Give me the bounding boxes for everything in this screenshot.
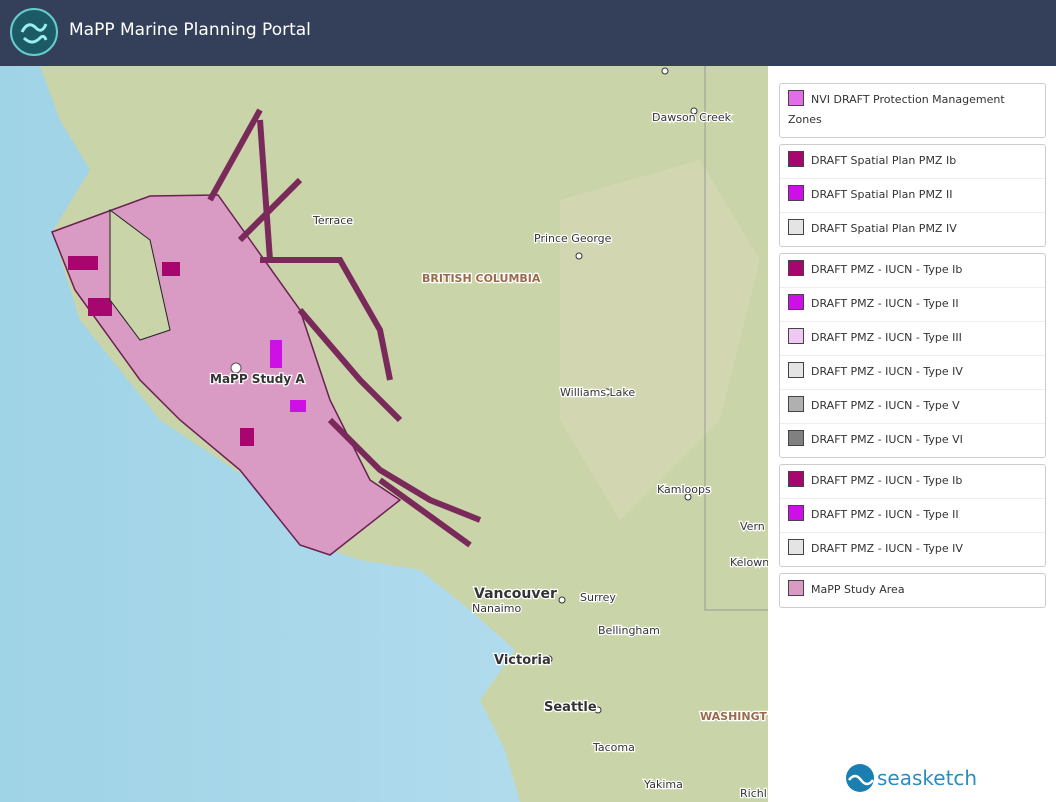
legend: NVI DRAFT Protection Management Zones DRA… [779, 83, 1046, 614]
legend-item[interactable]: DRAFT Spatial Plan PMZ Ib [780, 145, 1045, 178]
legend-label: DRAFT PMZ - IUCN - Type IV [811, 542, 963, 555]
map-label: Kelown [730, 556, 768, 569]
legend-swatch [788, 151, 804, 167]
logo[interactable] [10, 8, 60, 58]
legend-group: NVI DRAFT Protection Management Zones [779, 83, 1046, 138]
map[interactable]: Dawson Creek Terrace Prince George BRITI… [0, 66, 768, 802]
legend-item[interactable]: DRAFT PMZ - IUCN - Type VI [780, 423, 1045, 457]
legend-item[interactable]: DRAFT PMZ - IUCN - Type Ib [780, 465, 1045, 498]
legend-swatch [788, 219, 804, 235]
legend-label: DRAFT PMZ - IUCN - Type IV [811, 365, 963, 378]
legend-label: NVI DRAFT Protection Management Zones [788, 93, 1005, 126]
header: MaPP Marine Planning Portal [0, 0, 1056, 66]
map-label: Yakima [643, 778, 683, 791]
legend-item[interactable]: DRAFT PMZ - IUCN - Type III [780, 321, 1045, 355]
map-label: Dawson Creek [652, 111, 732, 124]
legend-item[interactable]: DRAFT PMZ - IUCN - Type IV [780, 532, 1045, 566]
map-label: Vern [740, 520, 765, 533]
map-label: Prince George [534, 232, 612, 245]
map-label: Kamloops [657, 483, 711, 496]
map-label: Victoria [494, 653, 551, 668]
legend-item[interactable]: DRAFT PMZ - IUCN - Type V [780, 389, 1045, 423]
legend-swatch [788, 580, 804, 596]
legend-group: DRAFT PMZ - IUCN - Type Ib DRAFT PMZ - IU… [779, 464, 1046, 567]
legend-item[interactable]: DRAFT PMZ - IUCN - Type IV [780, 355, 1045, 389]
legend-label: DRAFT PMZ - IUCN - Type VI [811, 433, 963, 446]
legend-swatch [788, 505, 804, 521]
legend-swatch [788, 185, 804, 201]
legend-item[interactable]: MaPP Study Area [780, 574, 1045, 607]
legend-item[interactable]: DRAFT Spatial Plan PMZ IV [780, 212, 1045, 246]
legend-label: MaPP Study Area [811, 583, 905, 596]
legend-label: DRAFT PMZ - IUCN - Type Ib [811, 474, 963, 487]
legend-label: DRAFT PMZ - IUCN - Type III [811, 331, 962, 344]
map-label: Seattle [544, 700, 597, 715]
legend-item[interactable]: DRAFT PMZ - IUCN - Type II [780, 498, 1045, 532]
legend-swatch [788, 328, 804, 344]
legend-item[interactable]: DRAFT PMZ - IUCN - Type II [780, 287, 1045, 321]
legend-label: DRAFT PMZ - IUCN - Type Ib [811, 263, 963, 276]
legend-group: DRAFT Spatial Plan PMZ Ib DRAFT Spatial P… [779, 144, 1046, 247]
legend-group: MaPP Study Area [779, 573, 1046, 608]
map-label: WASHINGT [700, 710, 767, 723]
legend-swatch [788, 430, 804, 446]
legend-label: DRAFT Spatial Plan PMZ II [811, 188, 953, 201]
legend-swatch [788, 471, 804, 487]
legend-swatch [788, 396, 804, 412]
brand-logo: seasketch [846, 764, 977, 792]
legend-swatch [788, 362, 804, 378]
map-label: MaPP Study A [210, 372, 305, 386]
app-title: MaPP Marine Planning Portal [69, 20, 311, 40]
map-label: Richl [740, 787, 767, 800]
legend-item[interactable]: NVI DRAFT Protection Management Zones [780, 84, 1045, 137]
brand-name: seasketch [877, 766, 977, 790]
legend-label: DRAFT PMZ - IUCN - Type II [811, 297, 959, 310]
legend-swatch [788, 90, 804, 106]
legend-label: DRAFT Spatial Plan PMZ Ib [811, 154, 957, 167]
map-label: Terrace [312, 214, 353, 227]
map-label: Surrey [580, 591, 616, 604]
map-label: Vancouver [474, 586, 557, 602]
map-label: Bellingham [598, 624, 660, 637]
legend-label: DRAFT PMZ - IUCN - Type II [811, 508, 959, 521]
legend-swatch [788, 294, 804, 310]
map-label: BRITISH COLUMBIA [422, 272, 541, 285]
map-label: Nanaimo [472, 602, 521, 615]
map-label: Williams Lake [560, 386, 635, 399]
legend-label: DRAFT Spatial Plan PMZ IV [811, 222, 957, 235]
legend-item[interactable]: DRAFT Spatial Plan PMZ II [780, 178, 1045, 212]
legend-group: DRAFT PMZ - IUCN - Type Ib DRAFT PMZ - IU… [779, 253, 1046, 458]
legend-swatch [788, 260, 804, 276]
map-label: Tacoma [592, 741, 635, 754]
legend-item[interactable]: DRAFT PMZ - IUCN - Type Ib [780, 254, 1045, 287]
legend-swatch [788, 539, 804, 555]
legend-label: DRAFT PMZ - IUCN - Type V [811, 399, 960, 412]
